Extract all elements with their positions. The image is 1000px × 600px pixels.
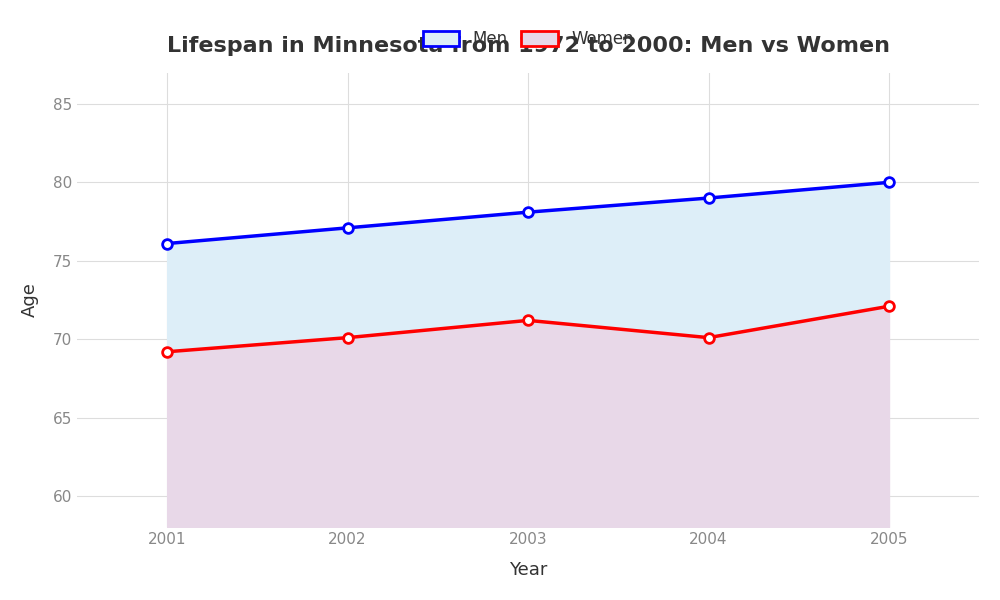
X-axis label: Year: Year (509, 561, 547, 579)
Legend: Men, Women: Men, Women (414, 22, 642, 56)
Y-axis label: Age: Age (21, 283, 39, 317)
Title: Lifespan in Minnesota from 1972 to 2000: Men vs Women: Lifespan in Minnesota from 1972 to 2000:… (167, 36, 890, 56)
